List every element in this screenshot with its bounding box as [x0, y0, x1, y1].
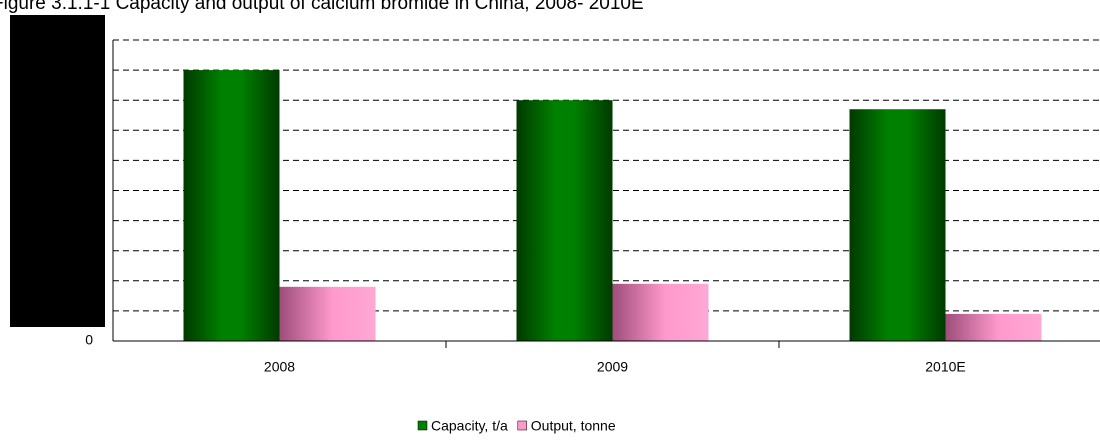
plot: 2008 2009 2010E — [113, 39, 1100, 375]
legend-swatch — [417, 420, 428, 431]
x-tick-label: 2008 — [264, 359, 295, 375]
bar — [183, 70, 280, 341]
bar — [279, 286, 376, 341]
label-mask — [10, 15, 105, 327]
legend-label: Output, tonne — [531, 418, 616, 434]
y-tick-label: 0 — [85, 332, 93, 348]
legend-swatch — [517, 420, 528, 431]
bar — [516, 100, 613, 341]
bar — [945, 313, 1042, 341]
bar — [849, 109, 946, 341]
bar — [612, 283, 709, 341]
chart-title: Figure 3.1.1-1 Capacity and output of ca… — [0, 0, 644, 14]
legend-label: Capacity, t/a — [431, 418, 508, 434]
x-tick-label: 2010E — [925, 359, 965, 375]
x-tick-label: 2009 — [597, 359, 628, 375]
